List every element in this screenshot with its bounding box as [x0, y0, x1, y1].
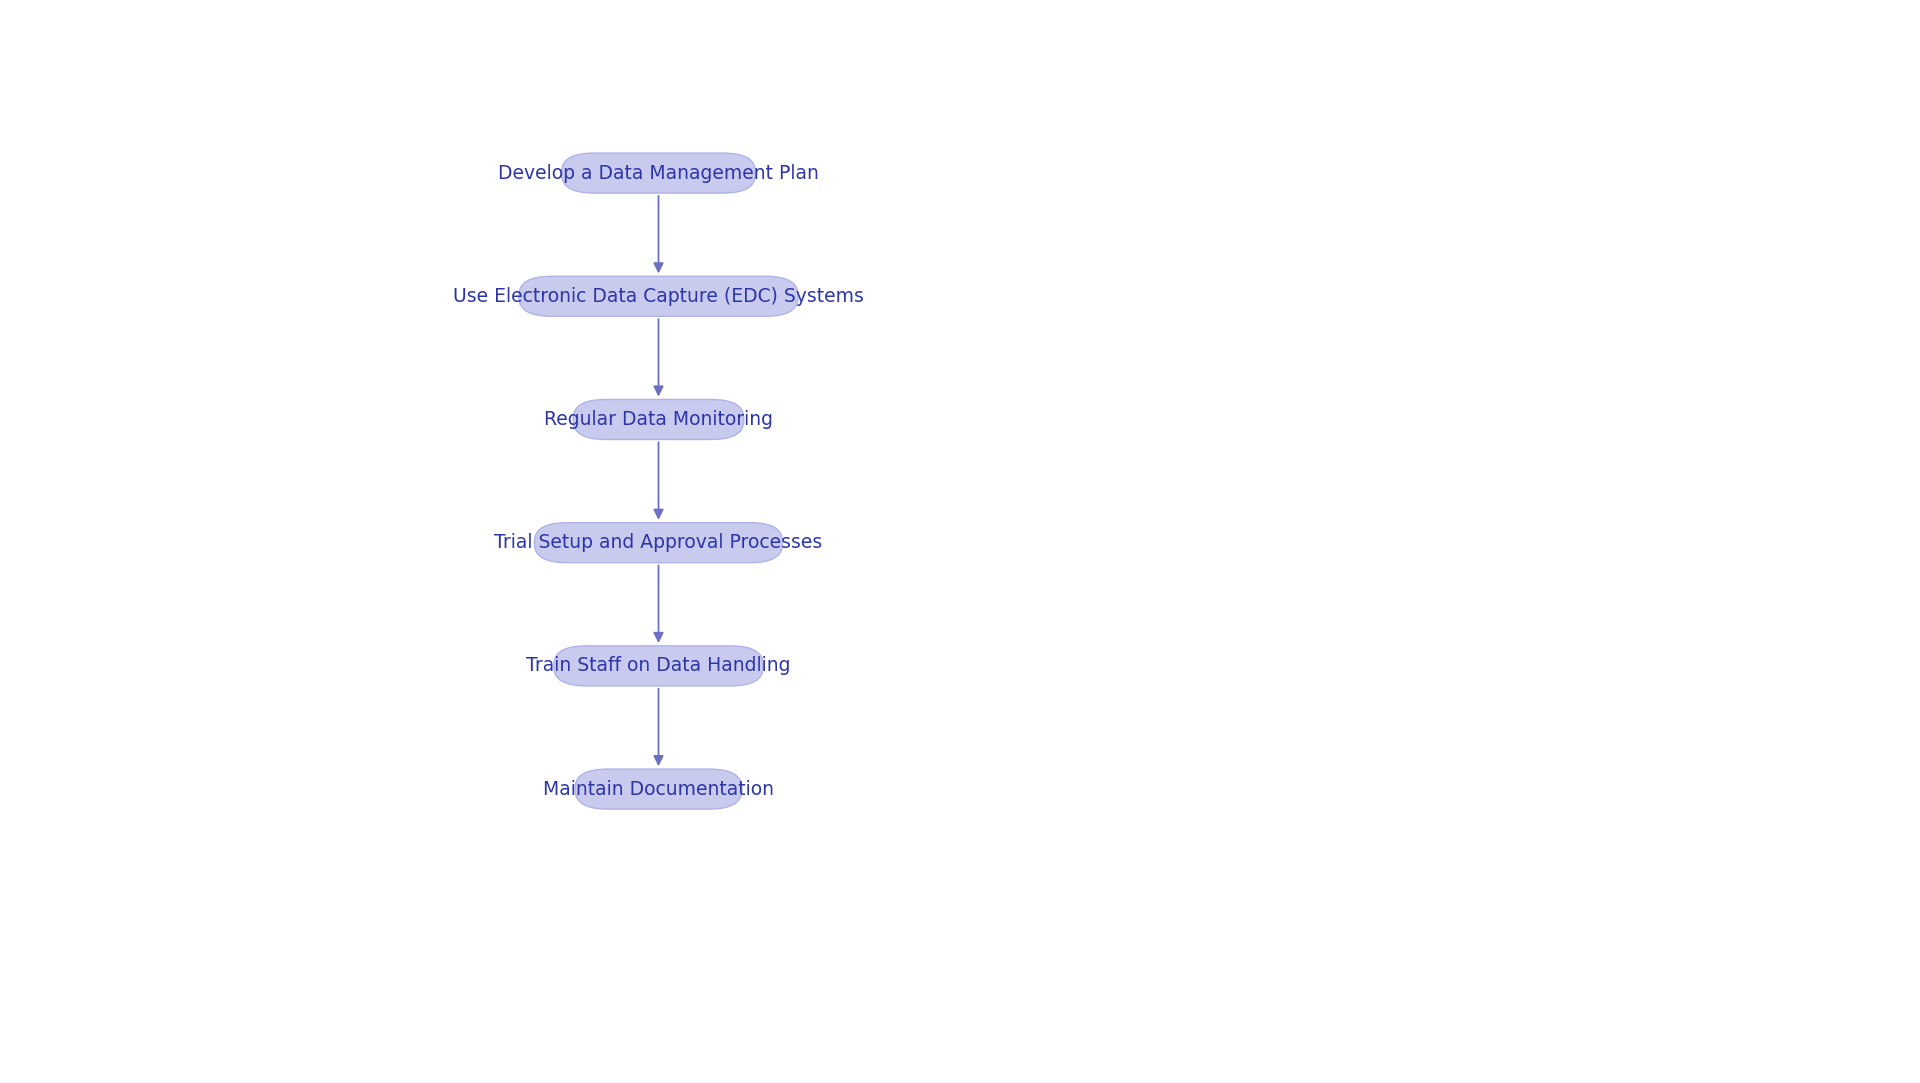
Text: Regular Data Monitoring: Regular Data Monitoring [543, 410, 774, 429]
FancyBboxPatch shape [553, 645, 762, 686]
Text: Trial Setup and Approval Processes: Trial Setup and Approval Processes [493, 533, 822, 552]
FancyBboxPatch shape [563, 153, 755, 193]
Text: Train Staff on Data Handling: Train Staff on Data Handling [526, 656, 791, 676]
Text: Develop a Data Management Plan: Develop a Data Management Plan [497, 164, 820, 183]
FancyBboxPatch shape [518, 276, 799, 316]
Text: Maintain Documentation: Maintain Documentation [543, 780, 774, 798]
Text: Use Electronic Data Capture (EDC) Systems: Use Electronic Data Capture (EDC) System… [453, 287, 864, 305]
FancyBboxPatch shape [576, 769, 741, 809]
FancyBboxPatch shape [574, 400, 743, 440]
FancyBboxPatch shape [534, 523, 783, 563]
